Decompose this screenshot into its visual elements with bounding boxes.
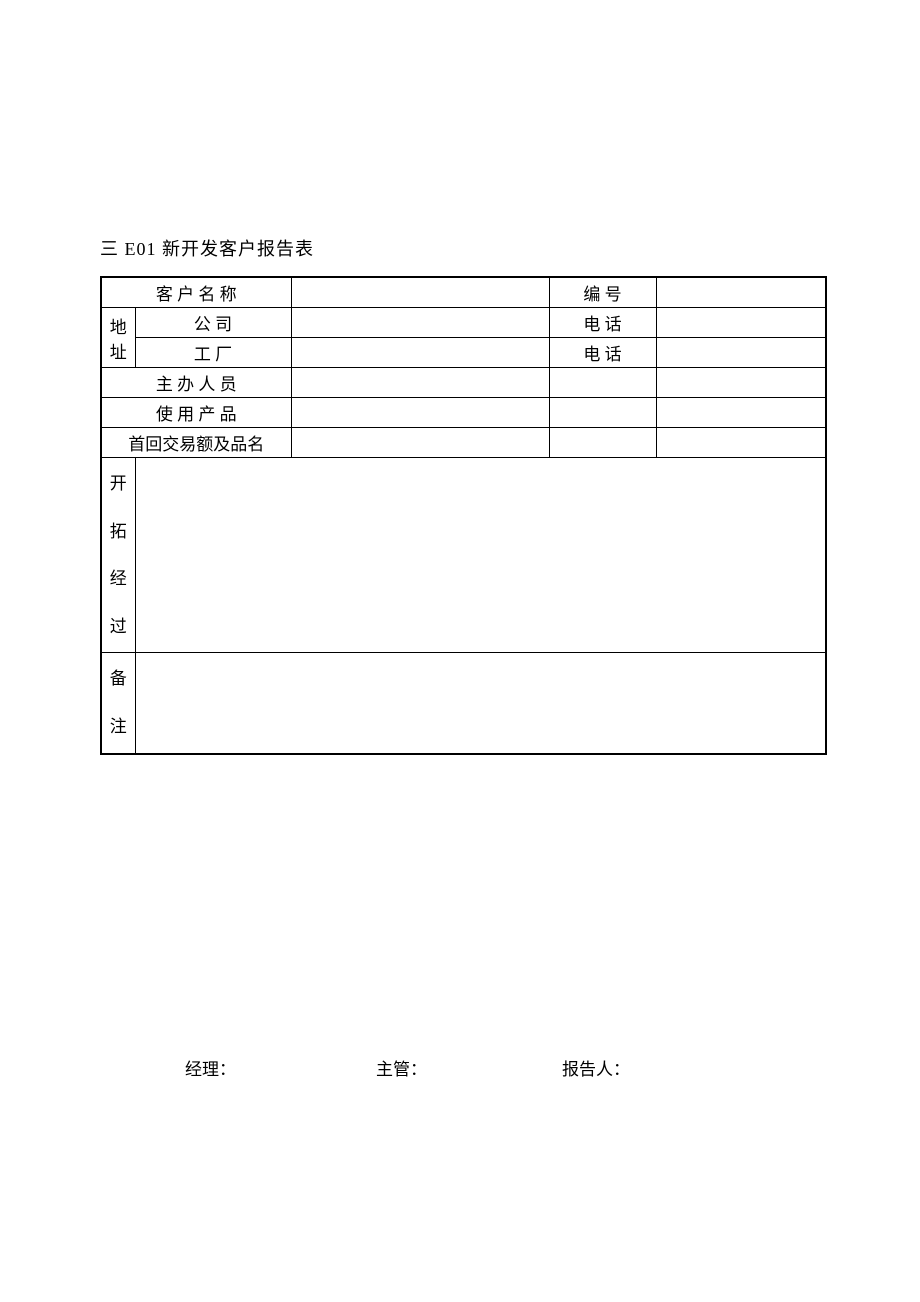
factory-label: 工 厂 — [135, 338, 291, 368]
supervisor-label: 主管： — [376, 1055, 427, 1080]
phone-label-2: 电 话 — [549, 338, 656, 368]
customer-name-label: 客 户 名 称 — [101, 277, 291, 308]
development-process-value — [135, 458, 826, 653]
dev-char-2: 拓 — [102, 508, 135, 556]
address-char-1: 地 — [110, 318, 127, 337]
row-development-process: 开 拓 经 过 — [101, 458, 826, 653]
row-remarks: 备 注 — [101, 653, 826, 754]
page-title: 三 E01 新开发客户报告表 — [100, 235, 314, 261]
dev-char-3: 经 — [102, 555, 135, 603]
signature-row: 经理： 主管： 报告人： — [100, 1055, 827, 1080]
remarks-value — [135, 653, 826, 754]
manager-label: 经理： — [185, 1055, 236, 1080]
phone-label-1: 电 话 — [549, 308, 656, 338]
number-value — [656, 277, 826, 308]
address-char-2: 址 — [110, 343, 127, 362]
product-col2 — [549, 398, 656, 428]
first-transaction-label: 首回交易额及品名 — [101, 428, 291, 458]
staff-label: 主 办 人 员 — [101, 368, 291, 398]
address-label: 地 址 — [101, 308, 135, 368]
remarks-label: 备 注 — [101, 653, 135, 754]
row-customer-name: 客 户 名 称 编 号 — [101, 277, 826, 308]
development-process-label: 开 拓 经 过 — [101, 458, 135, 653]
first-transaction-col3 — [656, 428, 826, 458]
number-label: 编 号 — [549, 277, 656, 308]
staff-col2 — [549, 368, 656, 398]
company-label: 公 司 — [135, 308, 291, 338]
row-first-transaction: 首回交易额及品名 — [101, 428, 826, 458]
reporter-label: 报告人： — [562, 1055, 630, 1080]
form-table: 客 户 名 称 编 号 地 址 公 司 电 话 工 厂 电 话 主 办 人 员 … — [100, 276, 827, 755]
first-transaction-col2 — [549, 428, 656, 458]
product-value — [291, 398, 549, 428]
staff-value — [291, 368, 549, 398]
dev-char-4: 过 — [102, 603, 135, 651]
row-factory: 工 厂 电 话 — [101, 338, 826, 368]
product-col3 — [656, 398, 826, 428]
first-transaction-value — [291, 428, 549, 458]
phone-value-1 — [656, 308, 826, 338]
remarks-char-2: 注 — [102, 703, 135, 751]
row-product: 使 用 产 品 — [101, 398, 826, 428]
factory-value — [291, 338, 549, 368]
remarks-char-1: 备 — [102, 655, 135, 703]
dev-char-1: 开 — [102, 460, 135, 508]
phone-value-2 — [656, 338, 826, 368]
company-value — [291, 308, 549, 338]
row-company: 地 址 公 司 电 话 — [101, 308, 826, 338]
staff-col3 — [656, 368, 826, 398]
customer-name-value — [291, 277, 549, 308]
row-staff: 主 办 人 员 — [101, 368, 826, 398]
product-label: 使 用 产 品 — [101, 398, 291, 428]
